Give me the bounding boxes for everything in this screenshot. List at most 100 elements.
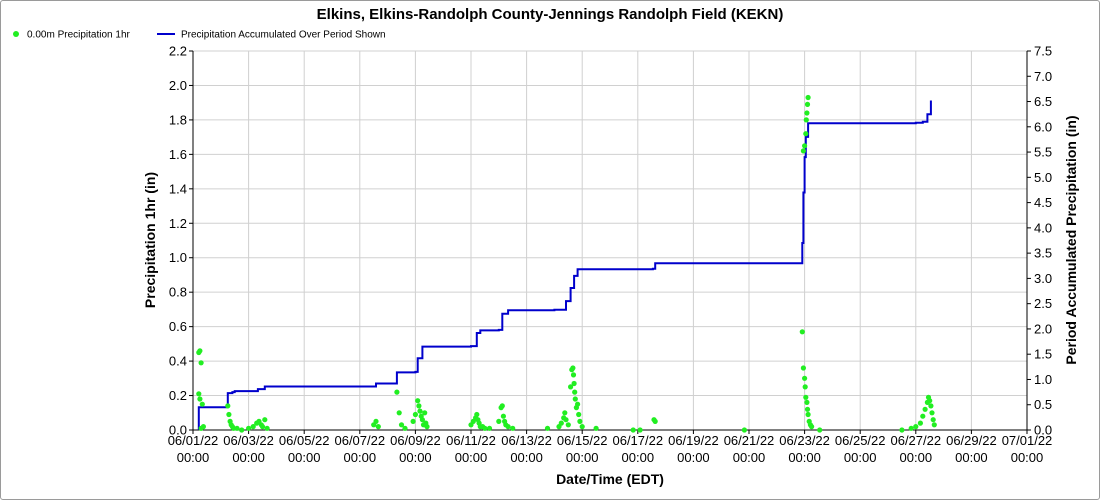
precip-1hr-point <box>570 365 576 371</box>
y-left-tick-label: 1.0 <box>169 250 187 265</box>
y-left-tick-label: 1.4 <box>169 181 187 196</box>
precip-1hr-point <box>558 420 564 426</box>
y-right-tick-label: 2.5 <box>1034 296 1052 311</box>
precip-1hr-point <box>927 398 933 404</box>
precip-1hr-point <box>259 424 266 430</box>
precip-1hr-point <box>637 427 643 433</box>
precip-1hr-point <box>568 384 574 390</box>
y-left-tick-label: 0.6 <box>169 319 187 334</box>
y-right-tick-label: 5.5 <box>1034 145 1052 160</box>
precip-1hr-point <box>234 425 240 431</box>
x-tick-label-time: 00:00 <box>788 450 821 465</box>
precip-1hr-point <box>375 424 381 430</box>
precip-1hr-point <box>741 427 748 433</box>
precip-1hr-point <box>630 427 636 433</box>
precip-1hr-point <box>239 427 245 433</box>
precip-1hr-point <box>817 427 823 433</box>
y-right-tick-label: 3.5 <box>1034 246 1052 261</box>
precip-1hr-point <box>415 398 421 404</box>
x-tick-label-time: 00:00 <box>344 450 377 465</box>
y-left-tick-label: 2.0 <box>169 78 187 93</box>
precip-1hr-point <box>398 422 405 428</box>
precip-1hr-point <box>577 418 583 424</box>
x-tick-label-time: 00:00 <box>177 450 210 465</box>
x-tick-label: 06/15/22 <box>557 433 608 448</box>
precip-1hr-point <box>417 408 423 414</box>
precip-1hr-point <box>800 365 807 371</box>
y-right-tick-label: 3.0 <box>1034 271 1052 286</box>
precip-1hr-point <box>571 380 577 387</box>
precip-1hr-point <box>402 425 408 431</box>
y-left-tick-label: 1.8 <box>169 112 187 127</box>
precip-1hr-point <box>197 396 203 402</box>
chart-title: Elkins, Elkins-Randolph County-Jennings … <box>317 6 784 23</box>
x-tick-label: 06/23/22 <box>779 433 830 448</box>
x-tick-label: 06/27/22 <box>890 433 941 448</box>
precip-1hr-point <box>579 424 585 430</box>
precip-1hr-point <box>572 396 578 402</box>
precip-1hr-point <box>899 427 905 433</box>
precip-1hr-point <box>196 391 202 397</box>
precip-1hr-point <box>199 401 205 407</box>
legend-label-precip-1hr: 0.00m Precipitation 1hr <box>27 30 131 41</box>
x-tick-label-time: 00:00 <box>399 450 432 465</box>
precip-1hr-point <box>928 403 934 409</box>
precip-1hr-point <box>804 406 811 412</box>
x-tick-label-time: 00:00 <box>733 450 766 465</box>
precip-1hr-point <box>652 418 658 424</box>
y-right-tick-label: 0.0 <box>1034 423 1052 438</box>
precip-1hr-point <box>482 425 488 431</box>
y-right-tick-label: 1.5 <box>1034 347 1052 362</box>
y-right-tick-label: 1.0 <box>1034 372 1052 387</box>
precip-1hr-point <box>593 425 599 431</box>
precip-1hr-point <box>419 417 425 423</box>
y-right-tick-label: 5.0 <box>1034 170 1052 185</box>
x-tick-label-time: 00:00 <box>622 450 655 465</box>
precip-1hr-point <box>198 425 204 431</box>
grid <box>192 50 1028 431</box>
precip-1hr-point <box>575 401 581 407</box>
y-right-tick-label: 2.0 <box>1034 321 1052 336</box>
precip-1hr-point <box>803 394 809 400</box>
precip-1hr-point <box>803 117 809 123</box>
legend-label-accumulated: Precipitation Accumulated Over Period Sh… <box>181 30 386 41</box>
precip-1hr-point <box>803 131 809 137</box>
legend: 0.00m Precipitation 1hr Precipitation Ac… <box>13 30 386 41</box>
precip-1hr-point <box>500 413 506 419</box>
precip-1hr-point <box>809 424 815 430</box>
precip-1hr-point <box>264 425 270 431</box>
x-tick-label-time: 00:00 <box>900 450 933 465</box>
axes <box>189 50 1031 434</box>
y-left-tick-label: 1.2 <box>169 216 187 231</box>
precip-1hr-point <box>422 410 428 416</box>
y-right-tick-label: 4.5 <box>1034 195 1052 210</box>
legend-marker-precip-1hr <box>13 31 19 37</box>
precip-1hr-point <box>197 348 203 354</box>
precip-1hr-point <box>416 403 422 409</box>
accumulated-series <box>197 100 932 430</box>
precip-1hr-point <box>410 418 416 424</box>
precip-1hr-point <box>198 360 204 366</box>
precip-1hr-point <box>922 406 928 412</box>
accumulated-line <box>197 100 932 430</box>
y-left-tick-label: 0.0 <box>169 423 187 438</box>
precip-1hr-series <box>196 94 937 433</box>
y-right-tick-label: 6.5 <box>1034 94 1052 109</box>
x-tick-label: 06/21/22 <box>724 433 775 448</box>
precip-1hr-point <box>544 425 551 431</box>
x-tick-label-time: 00:00 <box>232 450 265 465</box>
y-axis-left-title: Precipitation 1hr (in) <box>142 172 158 308</box>
x-tick-label: 07/01/22 <box>1002 433 1053 448</box>
precip-1hr-point <box>562 410 568 416</box>
precip-1hr-point <box>920 413 926 419</box>
y-left-tick-label: 0.4 <box>169 354 187 369</box>
precip-1hr-point <box>804 399 810 405</box>
precip-1hr-point <box>917 420 924 426</box>
x-tick-label: 06/09/22 <box>390 433 441 448</box>
y-right-tick-label: 7.0 <box>1034 69 1052 84</box>
precip-1hr-point <box>802 143 808 149</box>
x-tick-label-time: 00:00 <box>955 450 988 465</box>
x-tick-label: 06/07/22 <box>334 433 385 448</box>
precip-1hr-point <box>805 94 811 101</box>
precip-1hr-point <box>412 411 418 418</box>
